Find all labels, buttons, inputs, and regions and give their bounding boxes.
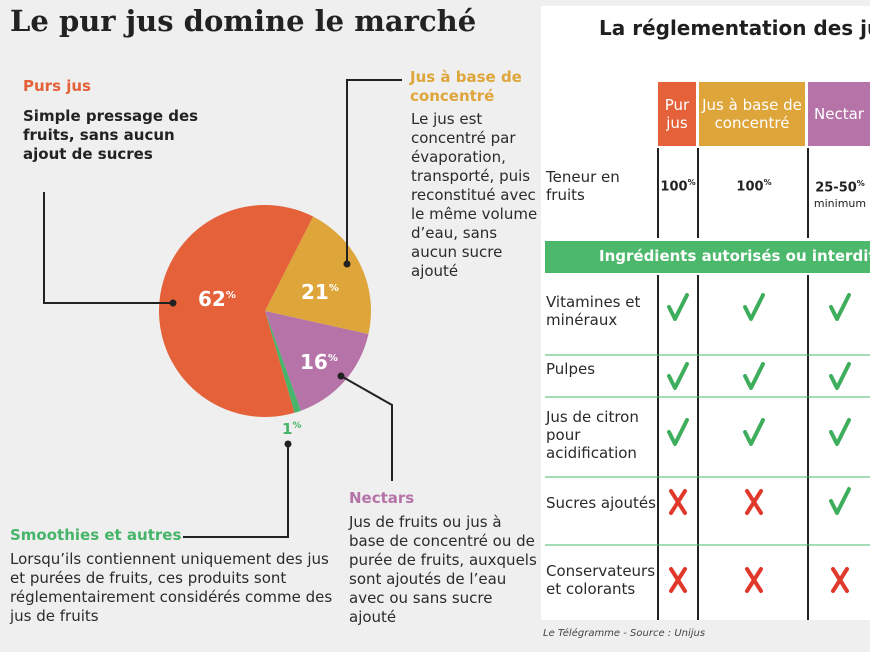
cross-icon — [745, 567, 763, 593]
cross-icon — [831, 567, 849, 593]
leader-smoothies — [183, 444, 289, 538]
nectars-description: Jus de fruits ou jus à base de concentré… — [349, 513, 537, 626]
cross-icon — [669, 567, 687, 593]
check-icon — [829, 362, 851, 390]
column-header-pur-jus: Pur jus — [658, 82, 696, 146]
slice-label-nectars: 16% — [300, 350, 338, 374]
smoothies-title: Smoothies et autres — [10, 526, 182, 544]
pie-slice-nectars — [265, 311, 369, 411]
check-icon — [667, 418, 689, 446]
purs-jus-title: Purs jus — [23, 77, 91, 95]
pie-slice-purs — [159, 204, 314, 417]
check-icon — [667, 362, 689, 390]
leader-nectars — [340, 375, 393, 481]
slice-label-concentre: 21% — [301, 280, 339, 304]
pie-slice-concentre — [265, 216, 371, 335]
row-label-sucres: Sucres ajoutés — [546, 494, 656, 512]
check-icon — [829, 418, 851, 446]
nectars-title: Nectars — [349, 489, 415, 507]
check-icon — [829, 293, 851, 321]
leader-dot-smoothies — [284, 440, 292, 448]
row-label-teneur: Teneur en fruits — [546, 168, 620, 204]
leader-concentre — [346, 79, 402, 264]
cross-icon — [669, 489, 687, 515]
ingredients-section-bar: Ingrédients autorisés ou interdits — [545, 241, 870, 273]
check-icon — [743, 418, 765, 446]
leader-dot-nectars — [337, 372, 345, 380]
purs-jus-description: Simple pressage des fruits, sans aucun a… — [23, 107, 199, 163]
table-title: La réglementation des jus — [599, 16, 870, 40]
check-icon — [667, 293, 689, 321]
leader-purs — [43, 192, 173, 304]
check-icon — [743, 362, 765, 390]
slice-label-smoothies: 1% — [282, 420, 301, 438]
row-label-pulpes: Pulpes — [546, 360, 596, 378]
check-icon — [743, 293, 765, 321]
leader-dot-purs — [169, 299, 177, 307]
row-label-vitamines: Vitamines et minéraux — [546, 293, 641, 329]
teneur-concentre: 100% — [736, 178, 772, 195]
smoothies-description: Lorsqu’ils contiennent uniquement des ju… — [10, 550, 333, 625]
page-title: Le pur jus domine le marché — [10, 4, 477, 38]
pie-slice-smoothies — [265, 311, 301, 413]
concentre-description: Le jus est concentré par évaporation, tr… — [411, 110, 538, 280]
column-header-nectar: Nectar — [808, 82, 870, 146]
teneur-nectar-note: minimum — [813, 197, 867, 210]
row-label-conservateurs: Conservateurs et colorants — [546, 562, 656, 598]
column-header-concentre: Jus à base de concentré — [699, 82, 805, 146]
concentre-title: Jus à base de concentré — [410, 68, 522, 105]
cross-icon — [745, 489, 763, 515]
teneur-nectar: 25-50% — [815, 179, 865, 196]
check-icon — [829, 487, 851, 515]
row-label-citron: Jus de citron pour acidification — [546, 408, 639, 462]
slice-label-purs: 62% — [198, 287, 236, 311]
teneur-pur-jus: 100% — [660, 178, 696, 195]
source-credit: Le Télégramme - Source : Unijus — [543, 628, 706, 639]
leader-dot-concentre — [343, 260, 351, 268]
